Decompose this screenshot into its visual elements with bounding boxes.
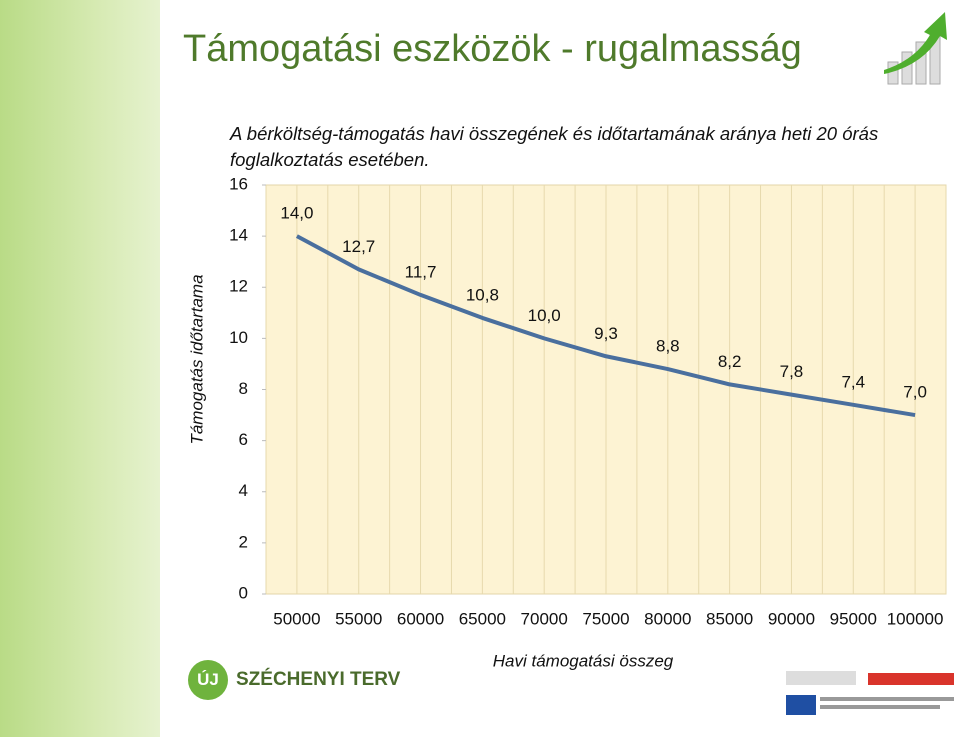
y-tick-label: 12 [229,277,248,296]
x-tick-label: 80000 [644,609,691,628]
data-label: 12,7 [342,237,375,256]
data-label: 7,0 [903,383,927,402]
x-tick-label: 50000 [273,609,320,628]
x-tick-label: 100000 [887,609,944,628]
logo-text: SZÉCHENYI TERV [236,669,401,690]
y-tick-label: 4 [239,481,248,500]
y-tick-label: 16 [229,174,248,193]
x-tick-label: 90000 [768,609,815,628]
logo-mark: ÚJ [188,660,228,700]
data-label: 9,3 [594,324,618,343]
chart-title: A bérköltség-támogatás havi összegének é… [230,123,879,170]
y-axis-label: Támogatás időtartama [187,274,206,444]
data-label: 8,8 [656,337,680,356]
data-label: 10,8 [466,285,499,304]
data-label: 11,7 [405,262,437,281]
x-tick-label: 55000 [335,609,382,628]
data-label: 7,8 [780,362,804,381]
eu-logos [786,671,954,715]
data-label: 8,2 [718,352,742,371]
y-tick-label: 2 [239,532,248,551]
x-tick-label: 95000 [830,609,877,628]
growth-icon [884,12,947,85]
x-axis-label: Havi támogatási összeg [493,651,674,670]
data-label: 7,4 [841,372,865,391]
footer-logo: ÚJ SZÉCHENYI TERV [188,660,400,700]
data-label: 14,0 [280,204,313,223]
x-tick-label: 60000 [397,609,444,628]
data-line [295,234,916,418]
x-tick-label: 70000 [521,609,568,628]
x-tick-label: 75000 [582,609,629,628]
side-stripe [0,0,160,737]
y-tick-label: 14 [229,226,248,245]
y-tick-label: 10 [229,328,248,347]
x-tick-label: 65000 [459,609,506,628]
y-tick-label: 6 [239,430,248,449]
y-tick-label: 8 [239,379,248,398]
x-tick-label: 85000 [706,609,753,628]
y-tick-label: 0 [239,583,248,602]
data-label: 10,0 [528,306,561,325]
slide-title: Támogatási eszközök - rugalmasság [183,28,802,70]
